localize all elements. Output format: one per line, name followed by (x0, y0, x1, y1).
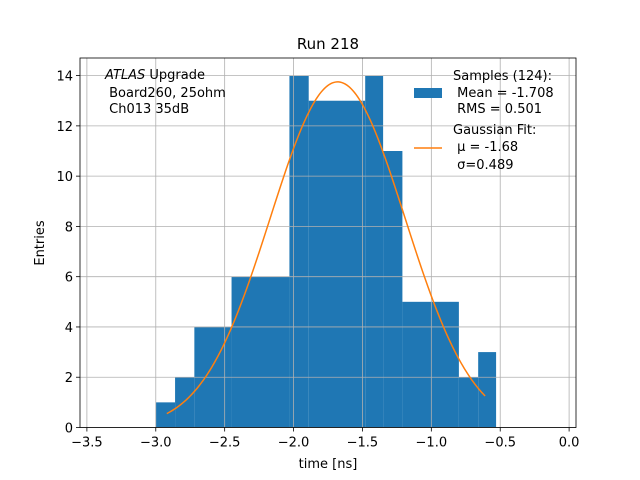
annotation-atlas: ATLAS (104, 68, 145, 83)
legend-fit-line-1: Gaussian Fit: (453, 123, 536, 138)
y-axis-ticks: 0 2 4 6 8 10 12 14 (56, 70, 80, 437)
x-axis-ticks: −3.5 −3.0 −2.5 −2.0 −1.5 −1.0 −0.5 0.0 (71, 427, 580, 451)
y-tick-label-5: 10 (56, 170, 73, 185)
x-tick-label-6: −0.5 (484, 436, 516, 451)
annotation-line-2: Board260, 25ohm (105, 86, 226, 101)
gaussian-fit-curve (166, 81, 486, 415)
x-axis-label: time [ns] (299, 457, 358, 472)
x-tick-label-2: −2.5 (209, 436, 241, 451)
histogram-bar-9 (458, 377, 479, 428)
histogram-bar-0 (155, 402, 176, 428)
x-tick-label-4: −1.5 (347, 436, 379, 451)
y-axis-label: Entries (33, 220, 48, 266)
annotation-box: ATLAS Upgrade Board260, 25ohm Ch013 35dB (104, 68, 226, 117)
y-tick-label-4: 8 (65, 220, 73, 235)
chart-title: Run 218 (297, 35, 359, 53)
annotation-line-1: ATLAS Upgrade (104, 68, 205, 83)
plot-frame (79, 57, 577, 428)
x-tick-label-0: −3.5 (71, 436, 103, 451)
histogram-bar-7 (383, 151, 403, 428)
histogram-bar-3 (231, 276, 290, 428)
histogram-bar-6 (365, 75, 384, 428)
annotation-line-3: Ch013 35dB (105, 102, 189, 117)
legend-samples-line-1: Samples (124): (453, 69, 552, 84)
histogram-bars (155, 75, 497, 428)
legend-samples-line-2: Mean = -1.708 (453, 86, 554, 101)
x-tick-label-7: 0.0 (559, 436, 580, 451)
y-tick-label-7: 14 (56, 70, 73, 85)
annotation-upgrade: Upgrade (145, 68, 205, 83)
legend-samples-patch (414, 88, 442, 98)
histogram-bar-1 (175, 377, 195, 428)
x-tick-label-1: −3.0 (140, 436, 172, 451)
legend: Samples (124): Mean = -1.708 RMS = 0.501… (414, 69, 554, 173)
grid (80, 58, 576, 428)
y-tick-label-6: 12 (56, 120, 73, 135)
histogram-bar-4 (289, 75, 309, 428)
x-tick-label-5: −1.0 (416, 436, 448, 451)
histogram-bar-5 (308, 100, 366, 428)
legend-fit-line-2: μ = -1.68 (453, 140, 518, 155)
y-tick-label-0: 0 (65, 422, 73, 437)
y-tick-label-3: 6 (65, 271, 73, 286)
histogram-bar-10 (478, 352, 497, 428)
y-tick-label-2: 4 (65, 321, 73, 336)
x-tick-label-3: −2.0 (278, 436, 310, 451)
y-tick-label-1: 2 (65, 371, 73, 386)
legend-samples-line-3: RMS = 0.501 (453, 102, 542, 117)
histogram-bar-8 (402, 301, 459, 428)
legend-fit-line-3: σ=0.489 (453, 158, 513, 173)
